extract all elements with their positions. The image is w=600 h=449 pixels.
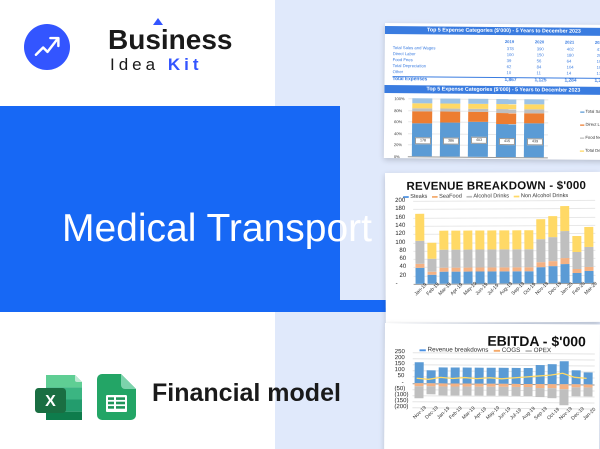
svg-text:X: X — [45, 393, 56, 410]
